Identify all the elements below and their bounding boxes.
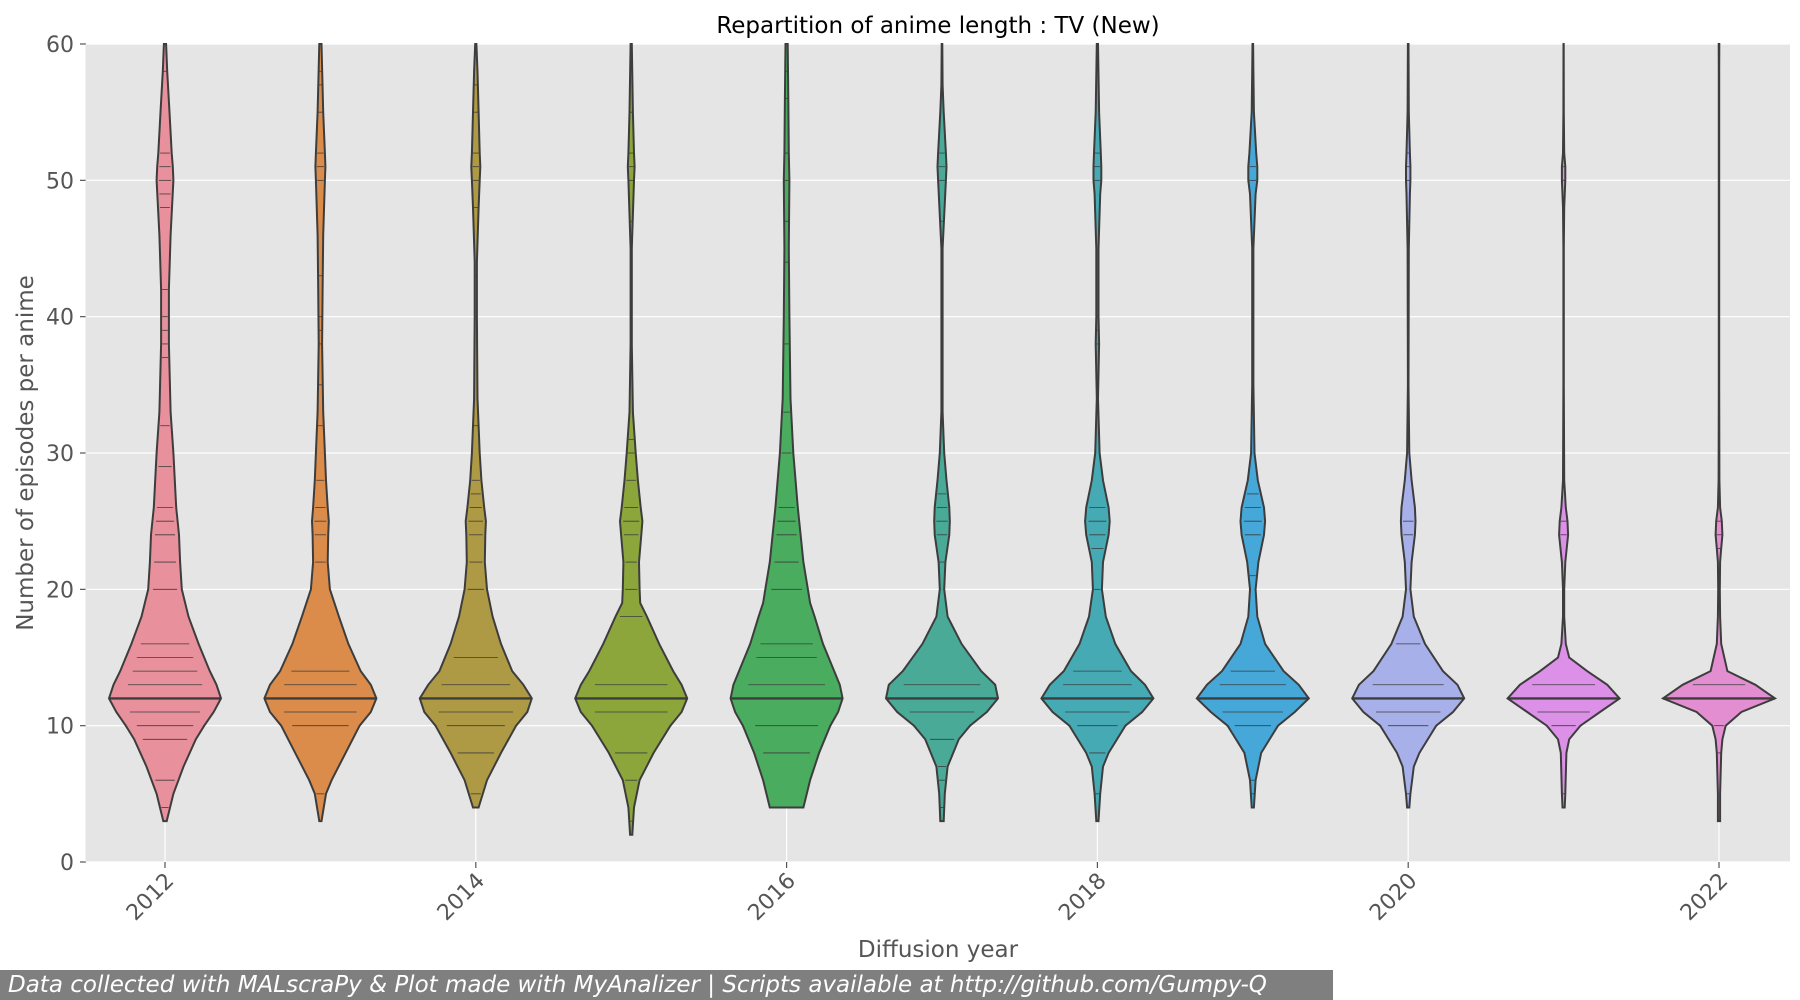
x-tick-label: 2012: [122, 869, 179, 926]
y-tick-label: 10: [46, 715, 74, 740]
y-axis-label: Number of episodes per anime: [13, 275, 39, 631]
violin-2019: [1195, 43, 1311, 809]
violin-2022: [1660, 43, 1778, 823]
violin-2016: [729, 43, 844, 809]
violin-2014: [418, 43, 533, 809]
x-tick-label: 2018: [1054, 869, 1111, 926]
violin-body: [884, 43, 1000, 823]
violin-2015: [574, 43, 689, 836]
violin-body: [1040, 43, 1155, 823]
y-tick-label: 20: [46, 578, 74, 603]
violin-body: [729, 43, 844, 809]
violin-body: [1506, 43, 1622, 809]
y-tick-label: 30: [46, 442, 74, 467]
violins: [107, 43, 1778, 836]
violin-body: [263, 43, 378, 823]
violin-2018: [1040, 43, 1155, 823]
violin-2020: [1351, 43, 1466, 809]
violin-body: [1351, 43, 1466, 809]
y-tick-label: 0: [60, 851, 74, 876]
violin-2012: [107, 43, 223, 823]
y-tick-label: 50: [46, 169, 74, 194]
violin-2021: [1506, 43, 1622, 809]
y-tick-label: 40: [46, 306, 74, 331]
x-axis-label: Diffusion year: [858, 937, 1019, 963]
violin-2017: [884, 43, 1000, 823]
chart-title: Repartition of anime length : TV (New): [716, 13, 1159, 39]
violin-body: [1660, 43, 1778, 823]
y-tick-label: 60: [46, 33, 74, 58]
x-tick-label: 2014: [433, 869, 490, 926]
footer-credits: Data collected with MALscraPy & Plot mad…: [0, 970, 1333, 1000]
x-tick-label: 2022: [1676, 869, 1733, 926]
x-tick-label: 2016: [744, 869, 801, 926]
violin-body: [107, 43, 223, 823]
violin-2013: [263, 43, 378, 823]
x-tick-label: 2020: [1365, 869, 1422, 926]
violin-body: [1195, 43, 1311, 809]
